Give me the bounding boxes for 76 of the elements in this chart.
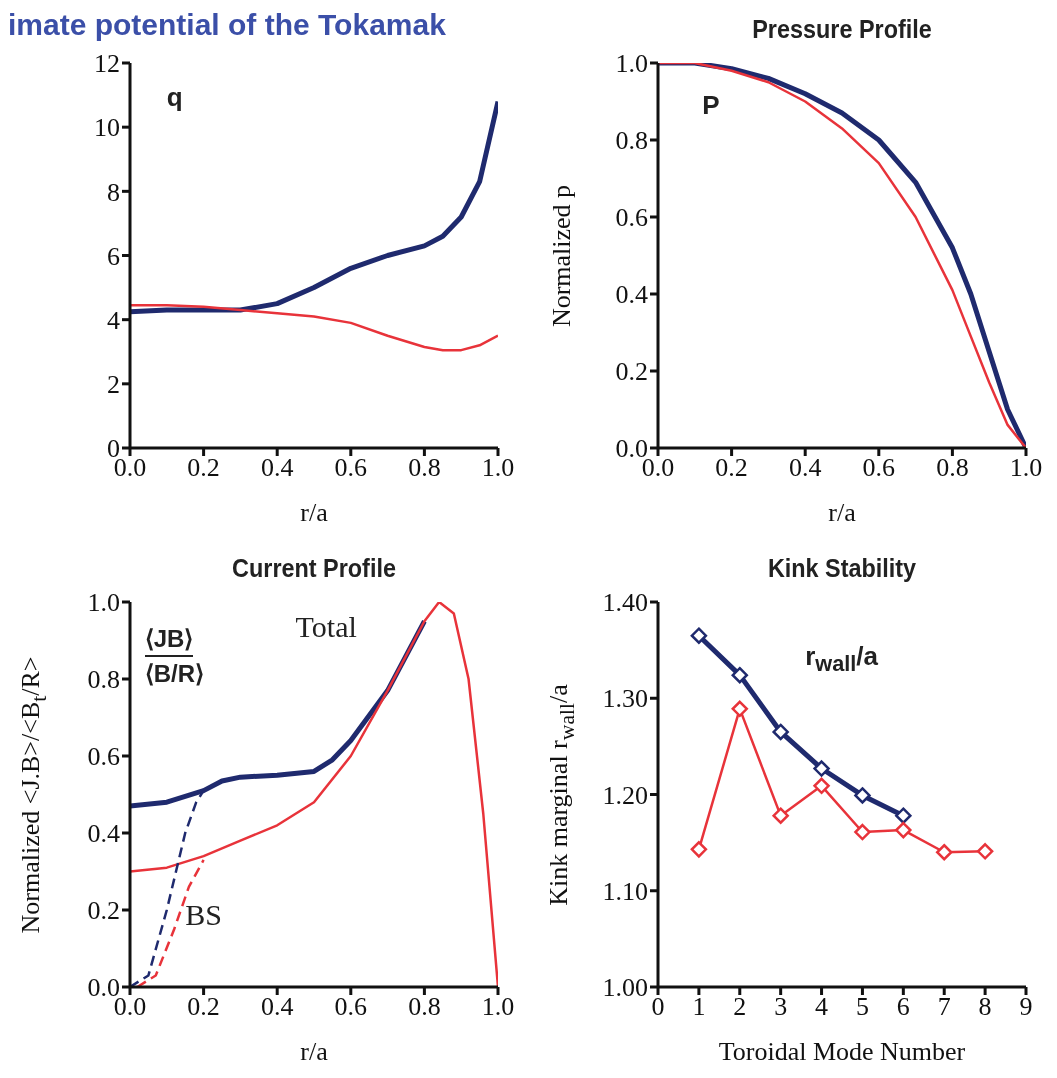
point bbox=[976, 843, 994, 860]
y-tick-label: 0.4 bbox=[615, 280, 648, 310]
x-tick-label: 0.8 bbox=[408, 453, 441, 483]
point bbox=[813, 760, 830, 777]
y-tick-label: 0.8 bbox=[615, 126, 648, 156]
x-tick-label: 0.4 bbox=[788, 453, 822, 483]
annotation: Total bbox=[295, 609, 357, 644]
x-tick-label: 4 bbox=[815, 992, 829, 1022]
x-tick-label: 8 bbox=[978, 992, 992, 1022]
y-tick-label: 1.00 bbox=[602, 973, 648, 1003]
point bbox=[772, 807, 789, 824]
x-axis-title: r/a bbox=[299, 1037, 329, 1067]
point bbox=[690, 841, 708, 858]
annotation: ⟨JB⟩ bbox=[144, 625, 194, 658]
y-tick-label: 1.0 bbox=[87, 588, 120, 618]
point bbox=[854, 787, 871, 804]
annotation: r$_{wall}$/a bbox=[805, 640, 878, 677]
x-tick-label: 3 bbox=[774, 992, 788, 1022]
x-tick-label: 0.8 bbox=[408, 992, 441, 1022]
annotation: P bbox=[702, 89, 720, 121]
y-axis-title: Normalized p bbox=[547, 184, 577, 327]
x-axis-title: r/a bbox=[827, 498, 857, 528]
x-tick-label: 5 bbox=[855, 992, 869, 1022]
x-axis-title: r/a bbox=[299, 498, 329, 528]
y-tick-label: 10 bbox=[94, 113, 120, 143]
x-tick-label: 0.2 bbox=[187, 992, 220, 1022]
line-series bbox=[130, 303, 498, 352]
y-tick-label: 6 bbox=[107, 241, 120, 271]
x-axis-title: Toroidal Mode Number bbox=[717, 1037, 967, 1067]
y-tick-label: 8 bbox=[107, 177, 120, 207]
x-tick-label: 0.2 bbox=[187, 453, 220, 483]
x-tick-label: 1 bbox=[692, 992, 706, 1022]
x-tick-label: 0.4 bbox=[260, 453, 294, 483]
point bbox=[813, 777, 830, 795]
point bbox=[935, 844, 953, 861]
x-tick-label: 1.0 bbox=[481, 992, 515, 1022]
point bbox=[731, 666, 749, 684]
x-tick-label: 0.2 bbox=[715, 453, 748, 483]
chart-title: Current Profile bbox=[231, 553, 397, 584]
annotation: ⟨B/R⟩ bbox=[144, 659, 205, 688]
chart-title: Kink Stability bbox=[766, 553, 918, 584]
point bbox=[731, 700, 749, 718]
point bbox=[895, 821, 912, 839]
x-tick-label: 0.6 bbox=[334, 992, 368, 1022]
annotation: BS bbox=[185, 898, 222, 933]
point bbox=[854, 823, 871, 841]
x-tick-label: 1.0 bbox=[1009, 453, 1043, 483]
y-tick-label: 1.10 bbox=[602, 876, 648, 906]
x-tick-label: 0.4 bbox=[260, 992, 294, 1022]
x-tick-label: 1.0 bbox=[481, 453, 515, 483]
x-tick-label: 6 bbox=[896, 992, 910, 1022]
y-tick-label: 12 bbox=[94, 49, 120, 79]
y-tick-label: 0.6 bbox=[87, 742, 120, 772]
point bbox=[772, 723, 789, 741]
x-tick-label: 9 bbox=[1019, 992, 1033, 1022]
y-tick-label: 0.8 bbox=[87, 665, 120, 695]
y-tick-label: 2 bbox=[107, 370, 120, 400]
y-tick-label: 0.2 bbox=[87, 896, 120, 926]
x-tick-label: 7 bbox=[937, 992, 951, 1022]
chart-title: imate potential of the Tokamak bbox=[8, 8, 446, 42]
y-tick-label: 1.20 bbox=[602, 780, 648, 810]
chart-title: Pressure Profile bbox=[751, 14, 933, 45]
y-tick-label: 0.4 bbox=[87, 819, 120, 849]
point bbox=[690, 627, 708, 644]
y-tick-label: 1.40 bbox=[602, 588, 648, 618]
x-tick-label: 2 bbox=[733, 992, 747, 1022]
y-tick-label: 0.6 bbox=[615, 203, 648, 233]
x-tick-label: 0.6 bbox=[334, 453, 368, 483]
x-tick-label: 0.8 bbox=[936, 453, 969, 483]
point bbox=[895, 807, 912, 824]
y-tick-label: 1.30 bbox=[602, 684, 648, 714]
y-tick-label: 0.2 bbox=[615, 357, 648, 387]
annotation: q bbox=[166, 82, 183, 114]
y-tick-label: 1.0 bbox=[615, 49, 648, 79]
x-tick-label: 0.6 bbox=[862, 453, 896, 483]
y-tick-label: 4 bbox=[107, 305, 120, 335]
